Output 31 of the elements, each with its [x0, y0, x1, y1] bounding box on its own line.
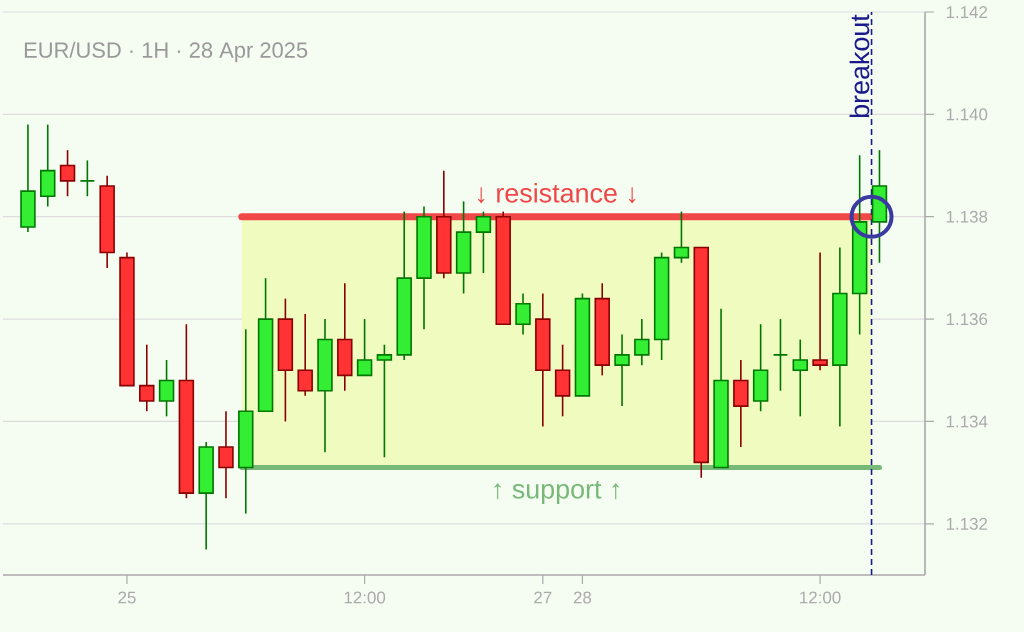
ref-line-label: ↑ support ↑: [494, 481, 619, 505]
candlestick: [772, 318, 789, 392]
y-tick-label: 1.134: [946, 415, 988, 428]
text: EUR/USD · 1H · 28 Apr 2025: [24, 41, 308, 63]
x-tick-label: 25: [118, 591, 136, 604]
x-tick-label: 27: [534, 591, 552, 604]
ref-line-label: ↓ resistance ↓: [478, 182, 636, 204]
candlestick: [139, 343, 155, 413]
candlestick: [673, 210, 690, 264]
x-tick-label: 28: [573, 591, 592, 604]
candlestick: [376, 343, 393, 459]
candlestick: [634, 318, 650, 366]
candlestick: [59, 149, 76, 198]
y-tick-label: 1.136: [946, 313, 988, 326]
candlestick: [614, 333, 630, 407]
candlestick: [792, 338, 808, 418]
x-tick-label: 12:00: [344, 591, 386, 604]
y-tick-label: 1.138: [946, 210, 988, 223]
annotation: breakout: [849, 14, 870, 118]
candlestick: [158, 359, 175, 418]
candlestick: [475, 210, 492, 274]
y-tick-label: 1.132: [946, 517, 988, 530]
y-tick-label: 1.140: [946, 108, 988, 121]
candlestick: [297, 313, 313, 397]
candlestick: [218, 410, 234, 500]
candlestick: [812, 251, 828, 372]
y-tick-label: 1.142: [946, 6, 988, 18]
candlestick: [356, 318, 373, 377]
candlestick: [79, 159, 96, 198]
x-tick-label: 12:00: [800, 591, 841, 604]
candlestick: [515, 292, 531, 336]
